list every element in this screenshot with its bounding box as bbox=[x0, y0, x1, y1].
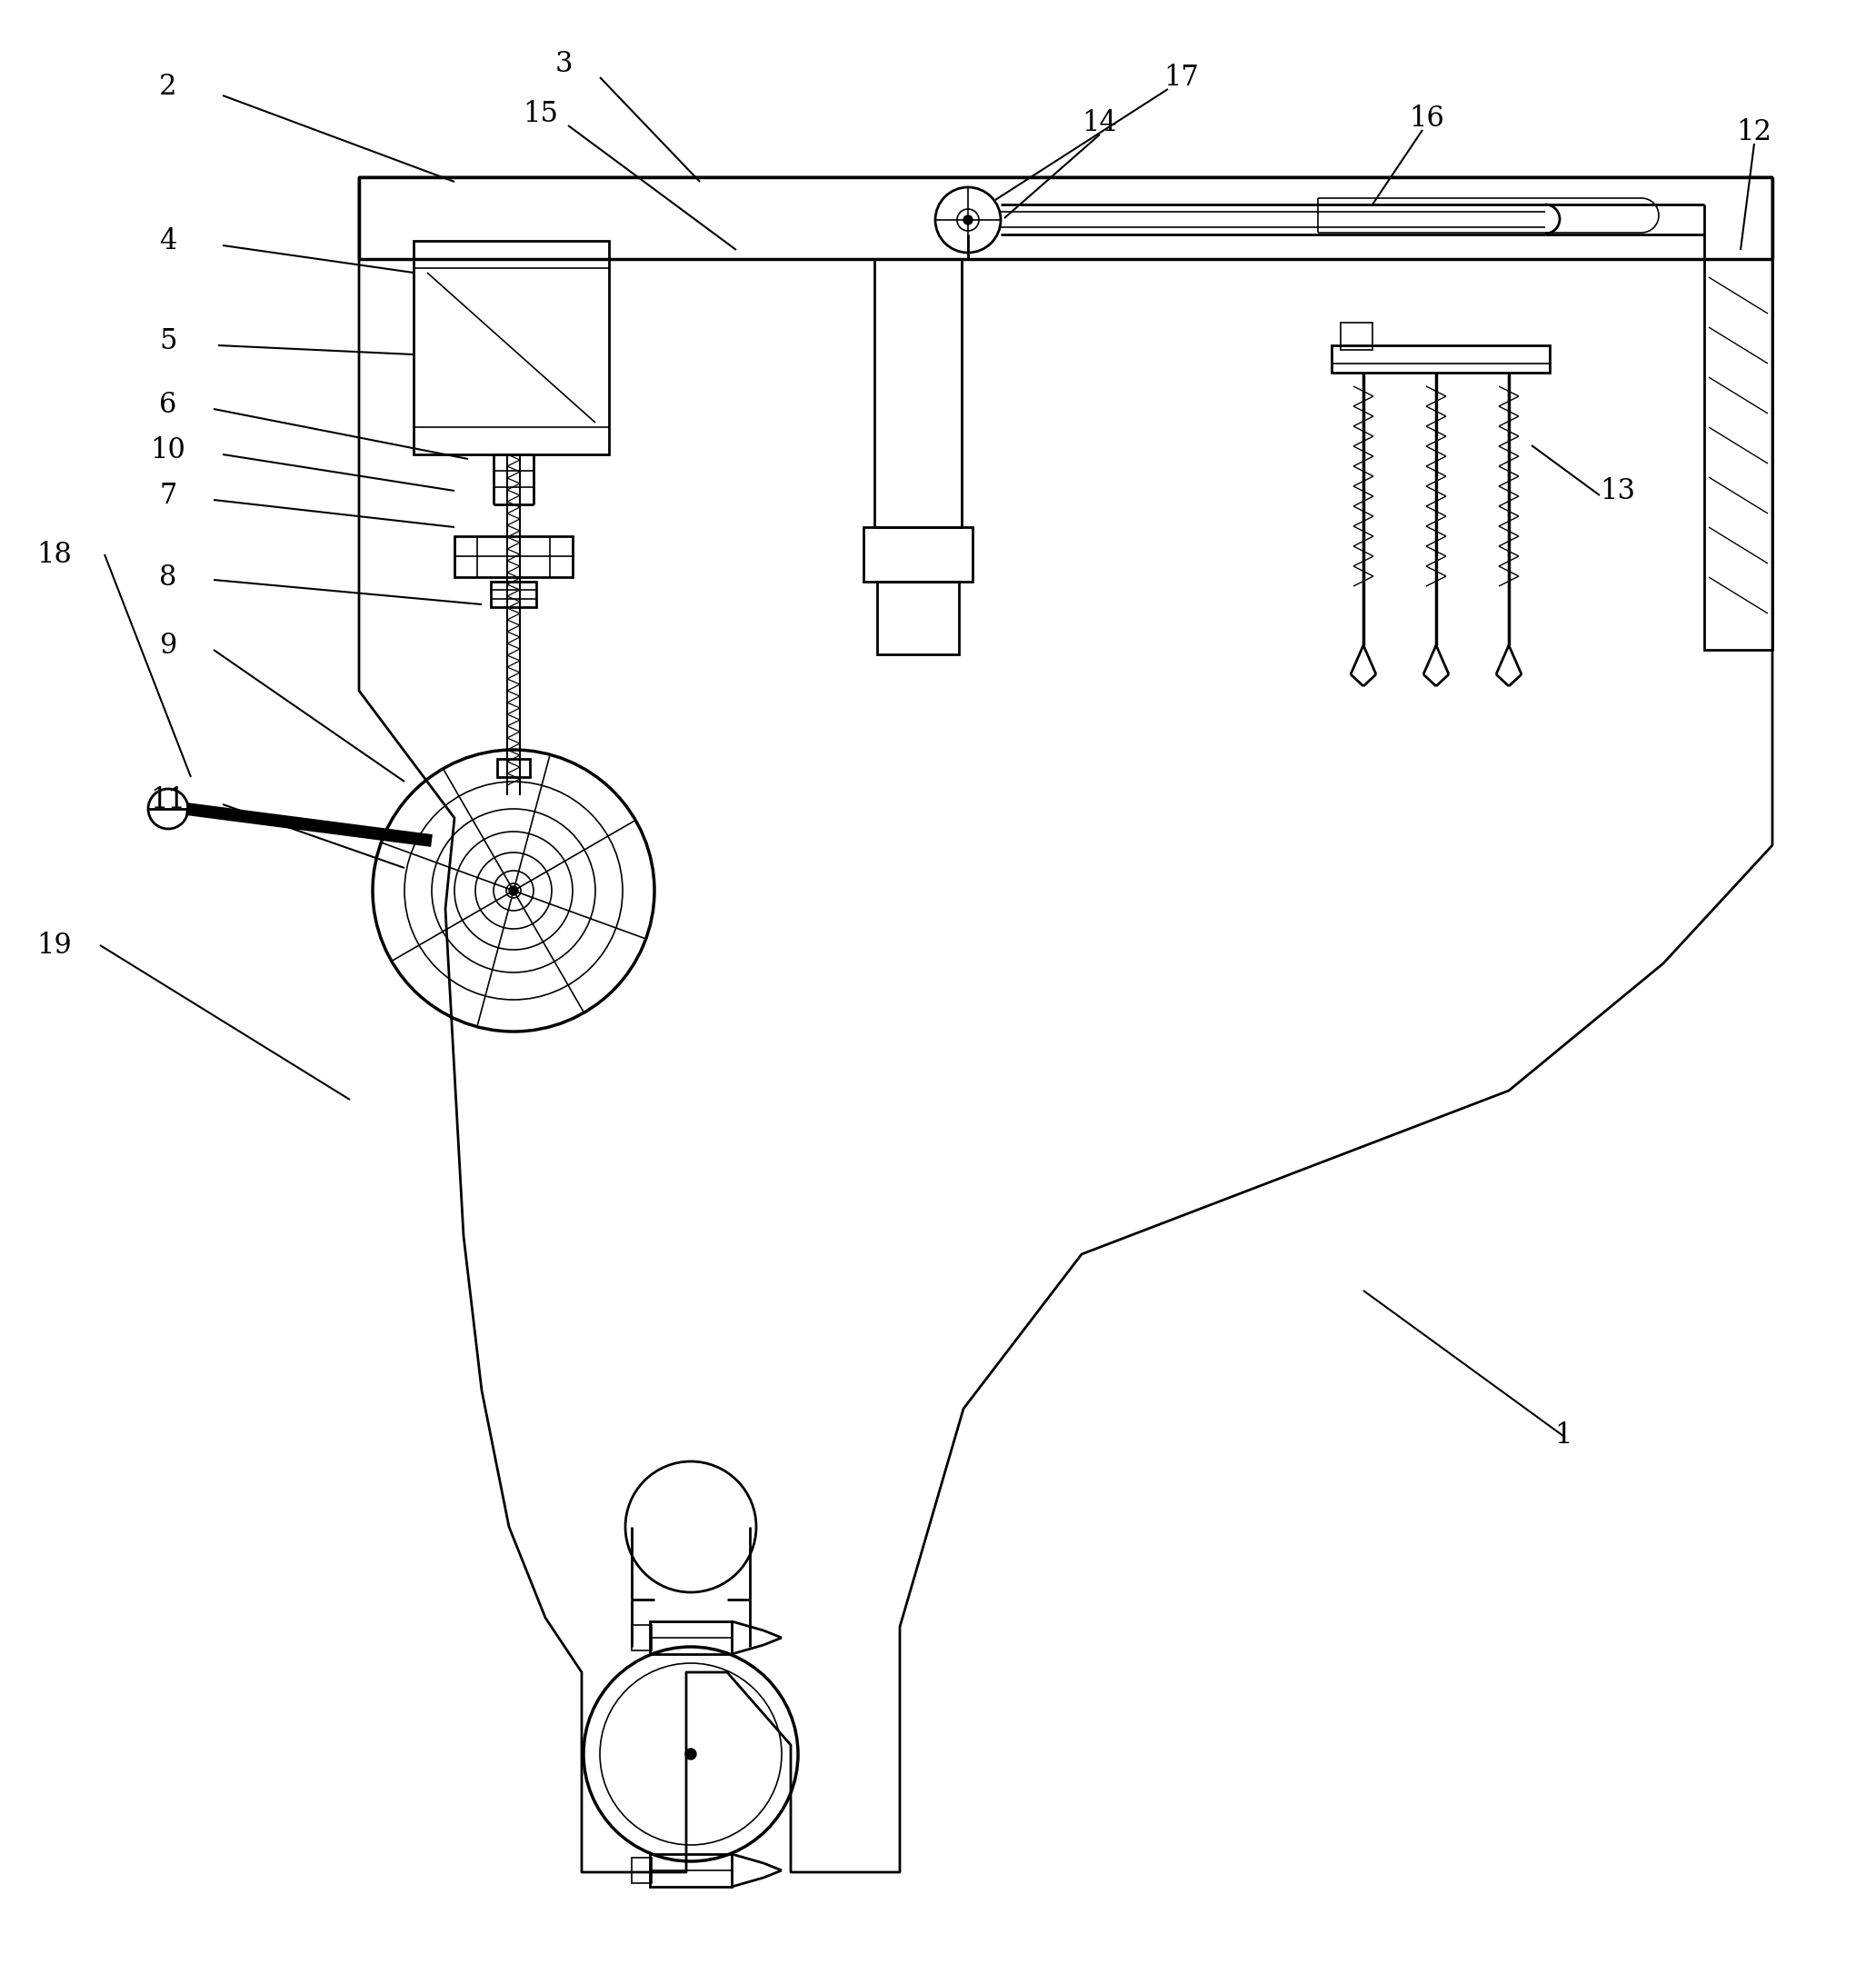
Text: 1: 1 bbox=[1555, 1421, 1572, 1451]
Bar bbox=[413, 241, 610, 454]
Text: 7: 7 bbox=[159, 482, 176, 509]
Text: 14: 14 bbox=[1082, 109, 1118, 136]
Circle shape bbox=[964, 215, 972, 225]
Text: 19: 19 bbox=[38, 932, 71, 959]
Circle shape bbox=[148, 790, 188, 829]
Text: 8: 8 bbox=[159, 563, 176, 590]
Text: 11: 11 bbox=[150, 786, 186, 813]
Bar bbox=[632, 1858, 651, 1883]
Bar bbox=[1341, 322, 1373, 349]
Bar bbox=[497, 758, 529, 778]
Bar bbox=[1703, 259, 1773, 649]
Text: 12: 12 bbox=[1737, 118, 1773, 146]
Text: 13: 13 bbox=[1600, 476, 1636, 505]
Bar bbox=[1332, 345, 1550, 373]
Bar bbox=[649, 1621, 732, 1654]
Text: 3: 3 bbox=[555, 49, 572, 77]
Text: 5: 5 bbox=[159, 328, 176, 355]
Bar bbox=[878, 582, 959, 653]
Circle shape bbox=[508, 886, 518, 894]
Bar bbox=[492, 582, 537, 608]
Text: 6: 6 bbox=[159, 391, 176, 418]
Text: 17: 17 bbox=[1163, 63, 1199, 91]
Bar bbox=[649, 1854, 732, 1887]
Text: 4: 4 bbox=[159, 227, 176, 255]
Text: 10: 10 bbox=[150, 436, 186, 464]
Bar bbox=[454, 537, 572, 576]
Text: 2: 2 bbox=[159, 73, 176, 101]
Circle shape bbox=[685, 1749, 696, 1759]
Text: 16: 16 bbox=[1409, 105, 1445, 132]
Text: 15: 15 bbox=[523, 99, 559, 128]
Bar bbox=[632, 1625, 651, 1650]
Bar bbox=[863, 527, 972, 582]
Bar bbox=[874, 259, 962, 527]
Text: 9: 9 bbox=[159, 632, 176, 659]
Text: 18: 18 bbox=[38, 541, 71, 569]
